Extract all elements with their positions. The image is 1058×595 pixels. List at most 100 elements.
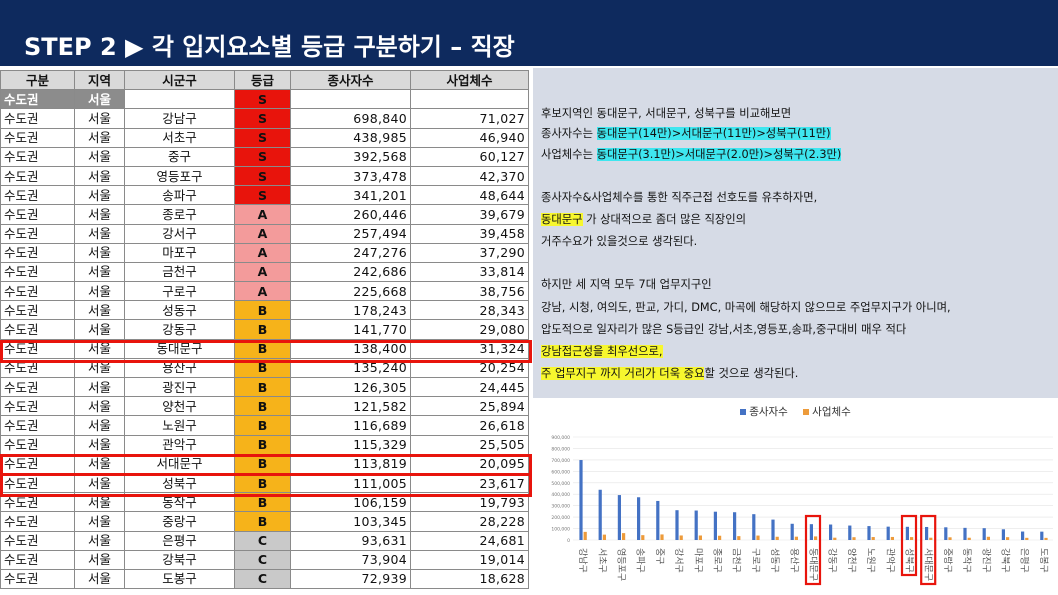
cell-workers: 73,904 [290, 549, 411, 570]
table-header-row: 구분 지역 시군구 등급 종사자수 사업체수 [0, 70, 529, 91]
bar-workers [867, 526, 871, 540]
cell-workers: 373,478 [290, 165, 411, 187]
cell-area: 서울 [74, 204, 125, 225]
cell-grade: C [234, 568, 291, 590]
cell-grade: C [234, 530, 291, 551]
y-tick-label: 100,000 [551, 527, 570, 533]
x-tick-label: 송파구 [635, 548, 646, 573]
cell-businesses: 25,894 [410, 396, 529, 417]
legend-workers: 종사자수 [740, 404, 788, 419]
cell-area: 서울 [74, 185, 125, 206]
x-tick-label: 양천구 [846, 548, 857, 573]
bar-businesses [794, 536, 798, 540]
cell-businesses: 39,458 [410, 223, 529, 244]
cell-workers: 341,201 [290, 185, 411, 206]
cell-area: 서울 [74, 396, 125, 417]
cell-district: 강서구 [124, 223, 235, 244]
x-tick-label: 서초구 [596, 548, 607, 573]
cell-workers: 698,840 [290, 108, 411, 129]
legend-businesses-label: 사업체수 [812, 406, 851, 418]
cell-workers: 392,568 [290, 146, 411, 167]
bar-workers [982, 528, 986, 540]
table-row: 수도권 서울 도봉구 C 72,939 18,628 [0, 568, 529, 590]
bar-workers [790, 523, 794, 540]
cell-area: 서울 [74, 165, 125, 187]
cell-workers [290, 89, 411, 110]
bar-workers [694, 510, 698, 540]
cell-grade: S [234, 165, 291, 187]
chart-highlight-box [804, 514, 822, 586]
cell-businesses: 26,618 [410, 415, 529, 436]
table-row: 수도권 서울 송파구 S 341,201 48,644 [0, 185, 529, 206]
cell-district: 관악구 [124, 434, 235, 455]
analysis-line-10: 강남접근성을 최우선으로, [541, 344, 663, 360]
table-row: 수도권 서울 중랑구 B 103,345 28,228 [0, 511, 529, 532]
bar-businesses [986, 536, 990, 540]
x-tick-label: 강북구 [1000, 548, 1011, 573]
x-tick-label: 서대문구 [923, 548, 934, 581]
bar-workers [925, 526, 929, 540]
cell-grade: A [234, 223, 291, 244]
x-tick-label: 도봉구 [1038, 548, 1049, 573]
line-2-prefix: 종사자수는 [541, 127, 597, 140]
x-tick-label: 노원구 [865, 548, 876, 573]
bar-businesses [622, 533, 626, 540]
cell-area: 서울 [74, 127, 125, 148]
x-tick-label: 은평구 [1019, 548, 1030, 573]
bar-workers [829, 524, 833, 540]
highlight-box-divider [0, 473, 532, 476]
x-tick-label: 관악구 [884, 548, 896, 573]
cell-businesses: 71,027 [410, 108, 529, 129]
cell-district: 은평구 [124, 530, 235, 551]
table-row: 수도권 서울 강동구 B 141,770 29,080 [0, 319, 529, 340]
analysis-line-6: 거주수요가 있을것으로 생각된다. [541, 235, 698, 248]
cell-district: 금천구 [124, 261, 235, 283]
cell-grade: B [234, 434, 291, 455]
bar-businesses [1044, 537, 1048, 540]
cell-category: 수도권 [0, 530, 75, 551]
cell-area: 서울 [74, 376, 125, 398]
analysis-line-4: 종사자수&사업체수를 통한 직주근접 선호도를 유추하자면, [541, 191, 818, 204]
x-tick-label: 금천구 [731, 548, 742, 573]
bar-businesses [929, 537, 933, 540]
table-row: 수도권 서울 금천구 A 242,686 33,814 [0, 261, 529, 283]
cell-area: 서울 [74, 319, 125, 340]
x-tick-label: 중구 [654, 548, 665, 565]
x-tick-label: 마포구 [692, 548, 703, 573]
bar-businesses [775, 536, 779, 540]
bar-businesses [1025, 537, 1029, 540]
cell-category: 수도권 [0, 376, 75, 398]
bar-workers [848, 525, 852, 540]
bar-businesses [698, 535, 702, 540]
cell-businesses: 42,370 [410, 165, 529, 187]
chart-highlight-box [900, 514, 918, 577]
cell-area: 서울 [74, 434, 125, 455]
bar-workers [809, 524, 813, 540]
gangnam-access-highlight: 강남접근성을 최우선으로, [541, 345, 663, 358]
table-row: 수도권 서울 은평구 C 93,631 24,681 [0, 530, 529, 551]
bar-workers [1021, 531, 1025, 540]
table-row: 수도권 서울 종로구 A 260,446 39,679 [0, 204, 529, 225]
workers-businesses-chart: 종사자수 사업체수 900,000 800,000 700,000 600,000 50… [533, 400, 1058, 595]
cell-businesses: 48,644 [410, 185, 529, 206]
grade-table-container: 구분 지역 시군구 등급 종사자수 사업체수 수도권 서울 S 수도권 서울 강남구 S 69… [0, 70, 532, 595]
table-row: 수도권 서울 중구 S 392,568 60,127 [0, 146, 529, 167]
cell-grade: S [234, 127, 291, 148]
table-row: 수도권 서울 용산구 B 135,240 20,254 [0, 357, 529, 379]
grade-table: 구분 지역 시군구 등급 종사자수 사업체수 수도권 서울 S 수도권 서울 강남구 S 69… [0, 70, 529, 590]
cell-workers: 141,770 [290, 319, 411, 340]
bar-businesses [948, 537, 952, 540]
cell-area: 서울 [74, 549, 125, 570]
analysis-line-2: 종사자수는 동대문구(14만)>서대문구(11만)>성북구(11만) [541, 126, 831, 142]
cell-category: 수도권 [0, 434, 75, 455]
cell-workers: 247,276 [290, 242, 411, 263]
y-tick-label: 900,000 [551, 435, 570, 441]
y-tick-label: 600,000 [551, 469, 570, 475]
cell-grade: B [234, 415, 291, 436]
y-tick-label: 700,000 [551, 458, 570, 464]
cell-grade: S [234, 89, 291, 110]
cell-workers: 116,689 [290, 415, 411, 436]
cell-grade: B [234, 300, 291, 321]
legend-workers-label: 종사자수 [749, 406, 788, 418]
table-body: 수도권 서울 S 수도권 서울 강남구 S 698,840 71,027 수도권 서울 서초구 S 438… [0, 89, 529, 590]
